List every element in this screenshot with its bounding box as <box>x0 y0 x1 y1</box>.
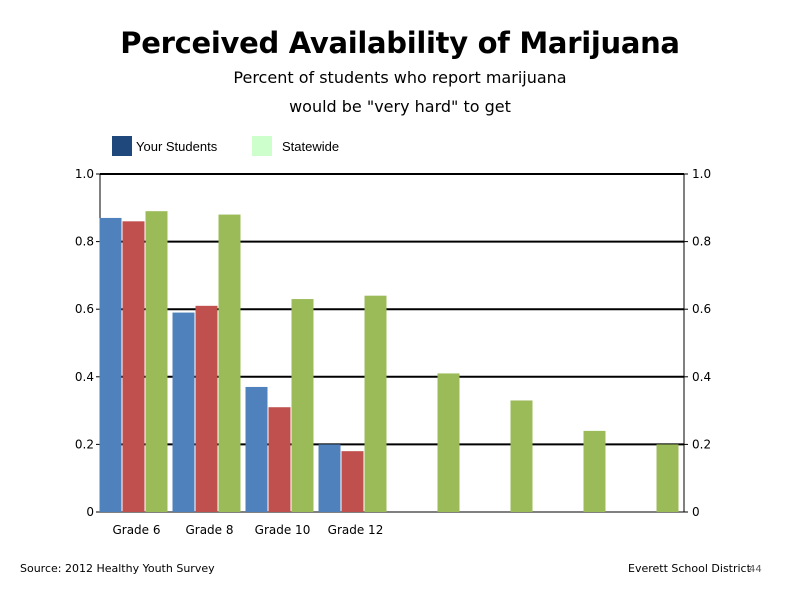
page-number: 44 <box>749 564 762 575</box>
bar-series-0-grade-6 <box>99 217 122 512</box>
bar-series-1-grade-12 <box>341 451 364 512</box>
y-tick-label-left: 0.4 <box>75 370 94 384</box>
bar-series-1-grade-10 <box>268 407 291 512</box>
bar-series-2-grade-10 <box>291 299 314 512</box>
chart-subtitle-line-2: would be "very hard" to get <box>289 97 511 116</box>
y-tick-label-right: 0.4 <box>692 370 711 384</box>
bar-series-2-grade-6 <box>145 211 168 512</box>
y-tick-label-right: 0 <box>692 505 700 519</box>
y-tick-label-left: 0 <box>86 505 94 519</box>
x-tick-label: Grade 10 <box>255 523 311 537</box>
bar-series-0-grade-12 <box>318 444 341 512</box>
y-tick-label-right: 1.0 <box>692 167 711 181</box>
y-tick-label-left: 0.2 <box>75 437 94 451</box>
x-tick-label: Grade 12 <box>328 523 384 537</box>
footer-source: Source: 2012 Healthy Youth Survey <box>20 562 215 575</box>
y-tick-label-left: 1.0 <box>75 167 94 181</box>
y-tick-label-left: 0.6 <box>75 302 94 316</box>
x-tick-label: Grade 6 <box>112 523 160 537</box>
legend-swatch-statewide <box>252 136 272 156</box>
bar-series-2-group-8 <box>656 444 679 512</box>
chart-title: Perceived Availability of Marijuana <box>120 26 680 60</box>
bar-series-0-grade-10 <box>245 386 268 512</box>
bar-series-2-grade-8 <box>218 214 241 512</box>
legend-item-your-students: Your Students <box>112 136 217 156</box>
bar-series-0-grade-8 <box>172 312 195 512</box>
legend-label-your-students: Your Students <box>136 138 218 154</box>
legend-swatch-your-students <box>112 136 132 156</box>
bar-series-1-grade-8 <box>195 305 218 512</box>
bar-series-2-group-6 <box>510 400 533 512</box>
y-tick-label-right: 0.2 <box>692 437 711 451</box>
legend-label-statewide: Statewide <box>282 138 340 154</box>
legend-item-statewide: Statewide <box>252 136 339 156</box>
x-tick-label: Grade 8 <box>185 523 233 537</box>
y-tick-label-right: 0.8 <box>692 235 711 249</box>
y-tick-label-left: 0.8 <box>75 235 94 249</box>
footer-district: Everett School District <box>628 562 751 575</box>
y-tick-label-right: 0.6 <box>692 302 711 316</box>
bar-series-2-group-5 <box>437 373 460 512</box>
bar-series-2-group-7 <box>583 430 606 512</box>
bar-series-2-grade-12 <box>364 295 387 512</box>
chart-subtitle-line-1: Percent of students who report marijuana <box>233 68 567 87</box>
bar-series-1-grade-6 <box>122 221 145 512</box>
